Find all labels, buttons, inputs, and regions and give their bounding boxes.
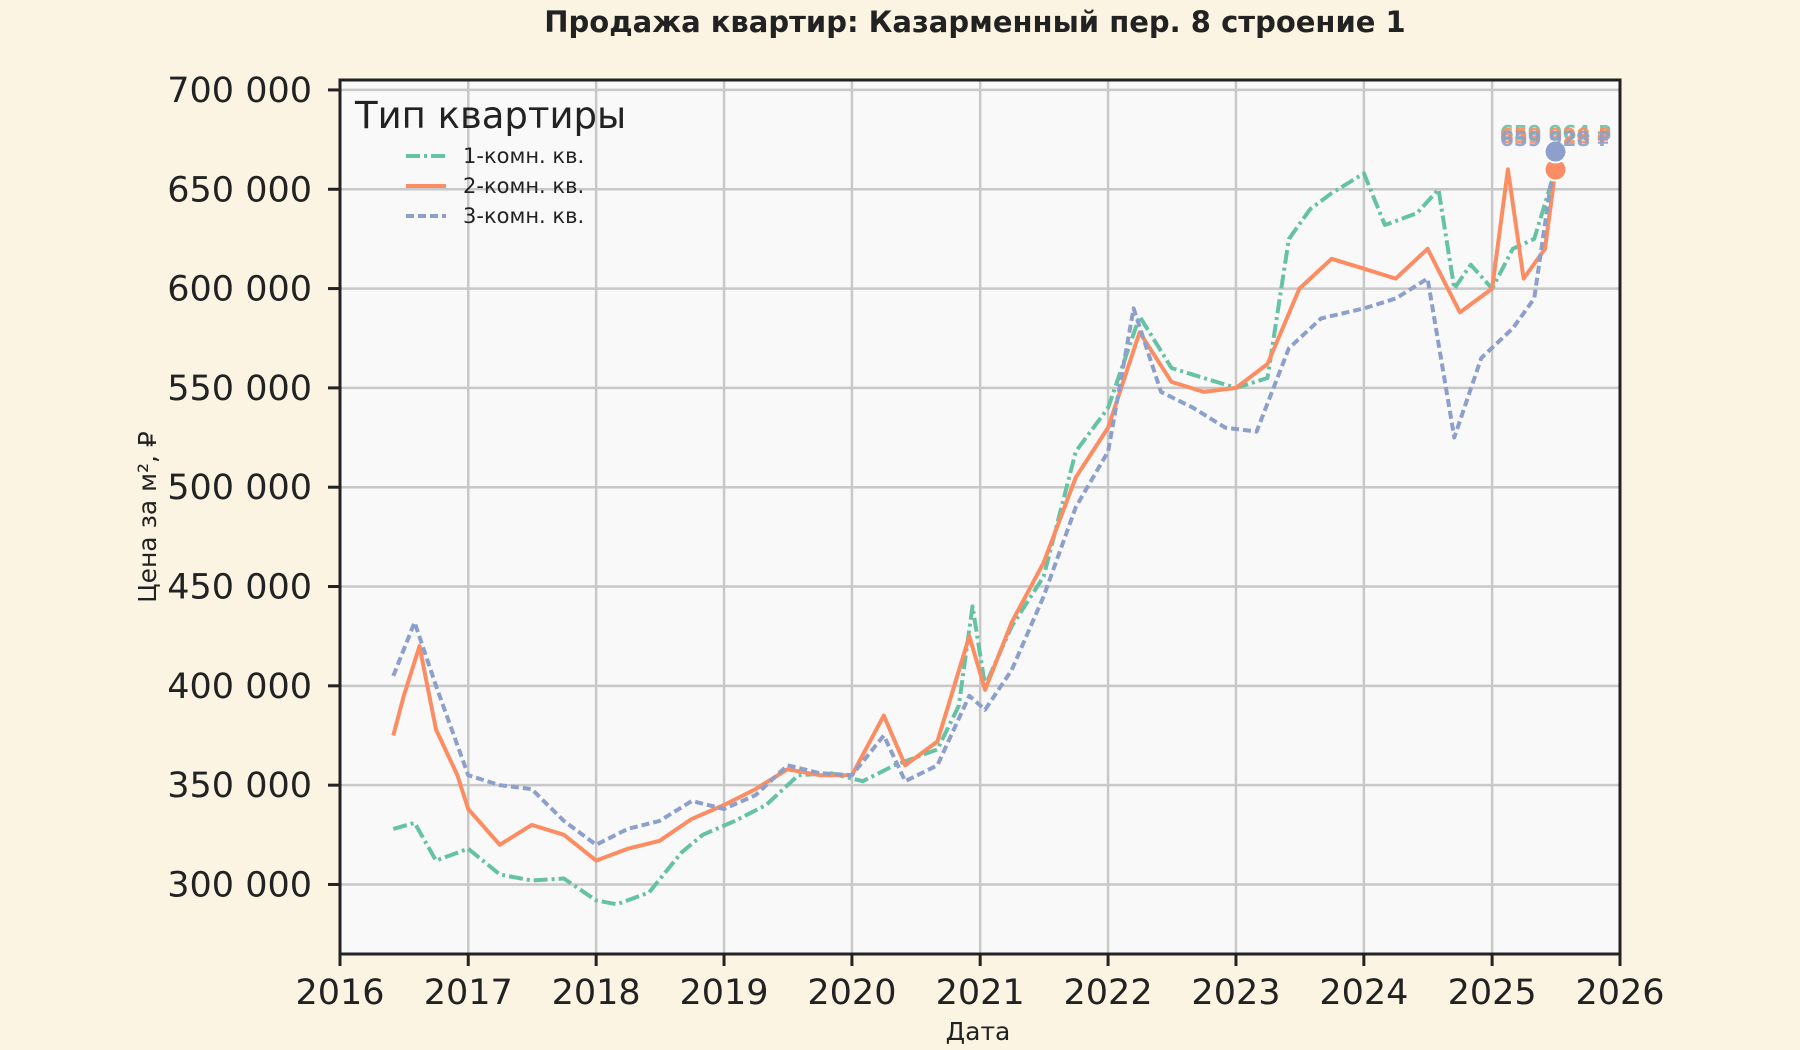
x-tick-label: 2021 xyxy=(936,973,1025,1013)
end-markers: 659 964 ₽659 928 ₽659 928 ₽ xyxy=(1500,121,1611,182)
series-line-3 xyxy=(391,151,1558,847)
y-tick-label: 650 000 xyxy=(167,170,312,210)
x-axis: 2016 2017 2018 2019 2020 2021 2022 2023 2024 2025… xyxy=(295,954,1665,1013)
y-tick-label: 300 000 xyxy=(167,865,312,905)
end-marker-3 xyxy=(1543,139,1568,164)
y-tick-label: 350 000 xyxy=(167,766,312,806)
legend-label-2: 2-комн. кв. xyxy=(463,174,584,198)
legend-label-3: 3-комн. кв. xyxy=(463,204,584,228)
x-tick-label: 2019 xyxy=(679,973,768,1013)
series-line-2 xyxy=(391,167,1558,863)
y-tick-label: 700 000 xyxy=(167,71,312,111)
x-tick-label: 2022 xyxy=(1064,973,1153,1013)
y-tick-label: 600 000 xyxy=(167,270,312,310)
x-tick-label: 2024 xyxy=(1319,973,1408,1013)
x-tick-label: 2026 xyxy=(1575,973,1664,1013)
x-tick-label: 2018 xyxy=(552,973,641,1013)
x-tick-label: 2016 xyxy=(295,973,384,1013)
x-tick-label: 2017 xyxy=(424,973,513,1013)
y-axis: 300 000 350 000 400 000 450 000 500 000 550 0… xyxy=(167,71,340,905)
end-value-label-3: 659 928 ₽ xyxy=(1500,127,1611,151)
chart-title: Продажа квартир: Казарменный пер. 8 стро… xyxy=(544,5,1405,39)
x-axis-label: Дата xyxy=(946,1017,1011,1046)
legend-label-1: 1-комн. кв. xyxy=(463,144,584,168)
x-tick-label: 2023 xyxy=(1191,973,1280,1013)
y-tick-label: 400 000 xyxy=(167,667,312,707)
legend: Тип квартиры 1-комн. кв. 2-комн. кв. 3-к… xyxy=(354,94,626,228)
legend-title: Тип квартиры xyxy=(354,94,626,137)
y-tick-label: 550 000 xyxy=(167,369,312,409)
series-lines xyxy=(391,151,1558,907)
y-axis-label: Цена за м², ₽ xyxy=(133,431,162,603)
x-tick-label: 2020 xyxy=(807,973,896,1013)
x-tick-label: 2025 xyxy=(1448,973,1537,1013)
y-tick-label: 450 000 xyxy=(167,568,312,608)
y-tick-label: 500 000 xyxy=(167,468,312,508)
